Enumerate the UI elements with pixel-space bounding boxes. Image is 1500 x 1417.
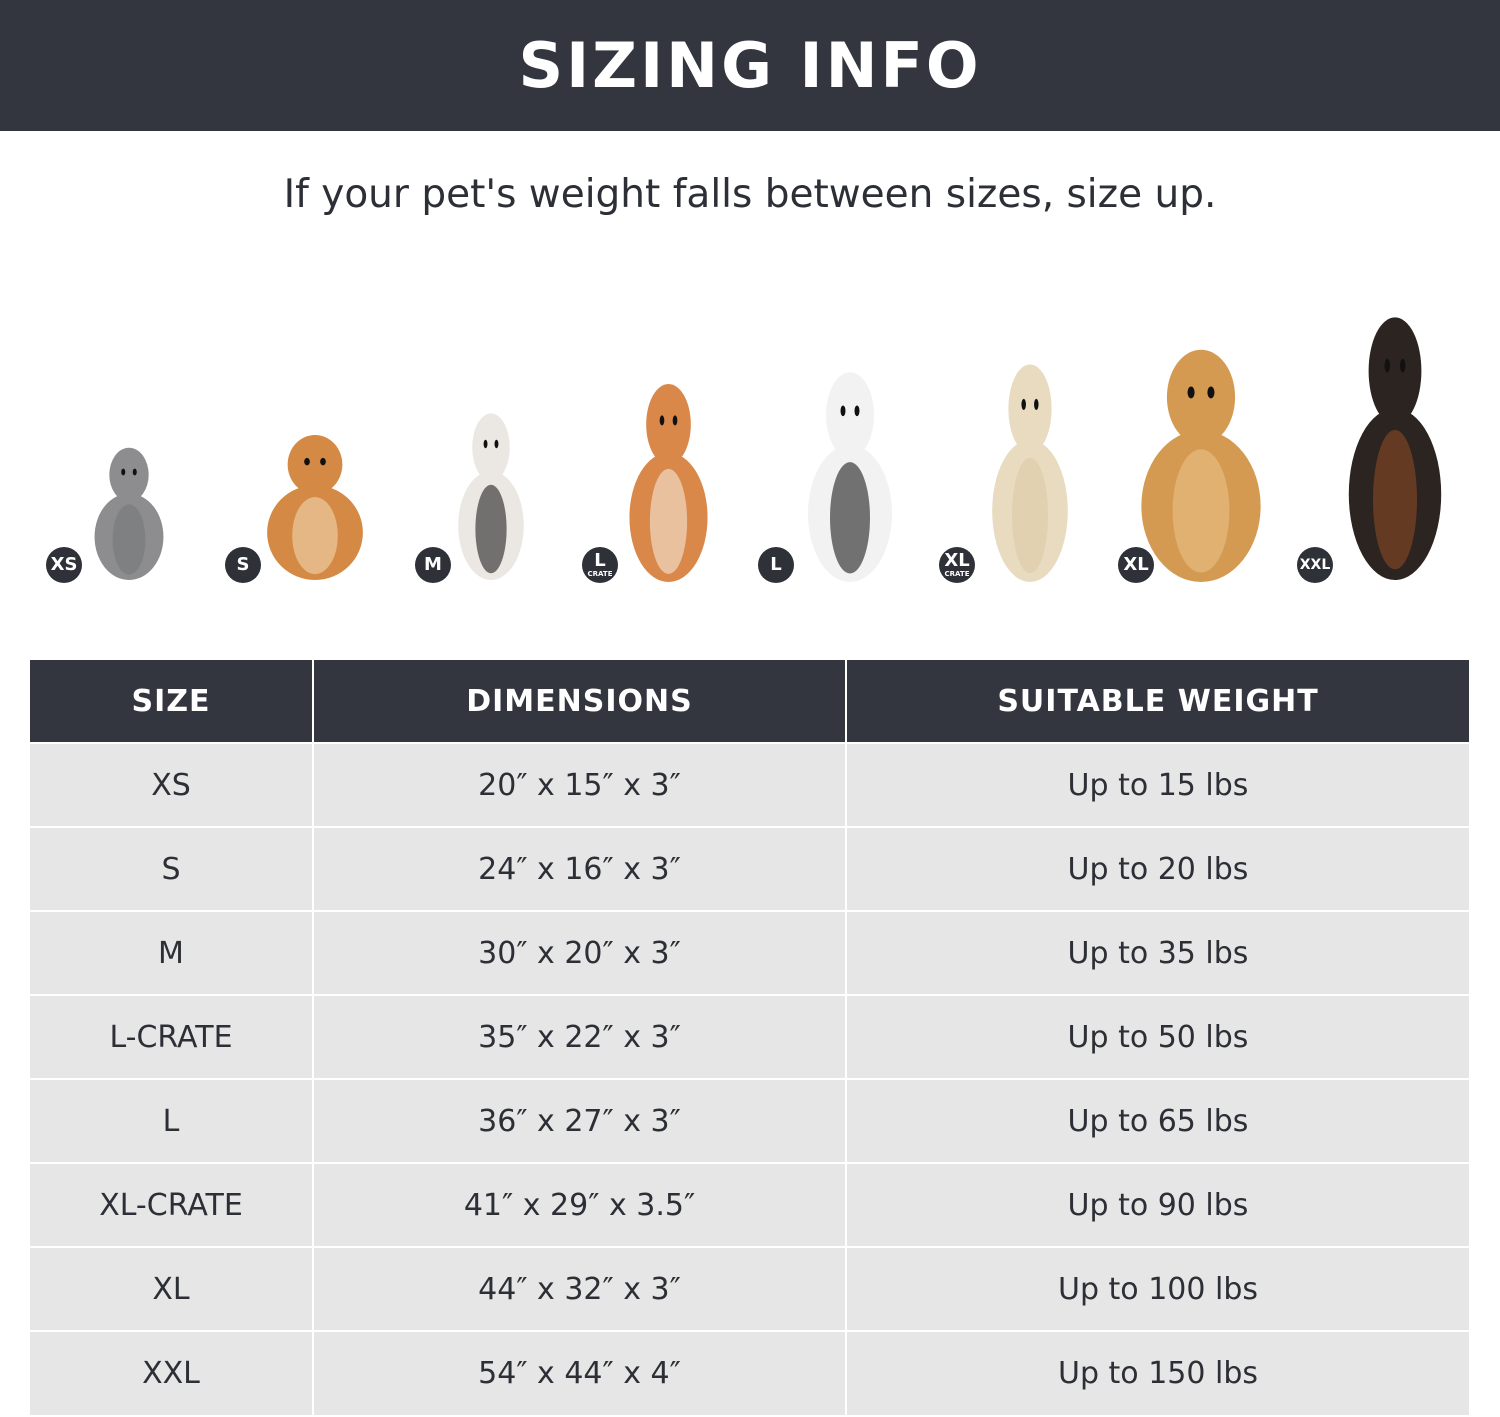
size-badge: M [415, 547, 451, 583]
cell-weight: Up to 100 lbs [845, 1246, 1469, 1331]
table-row: XS 20″ x 15″ x 3″ Up to 15 lbs [30, 742, 1469, 827]
table-row: L 36″ x 27″ x 3″ Up to 65 lbs [30, 1078, 1469, 1163]
doberman-icon [1340, 312, 1450, 580]
cell-size: XXL [30, 1330, 313, 1415]
badge-label: XS [50, 554, 78, 575]
title-banner: SIZING INFO [0, 0, 1500, 131]
cell-weight: Up to 15 lbs [845, 742, 1469, 827]
cell-weight: Up to 90 lbs [845, 1162, 1469, 1247]
subtitle: If your pet's weight falls between sizes… [283, 172, 1217, 217]
cell-dimensions: 30″ x 20″ x 3″ [312, 910, 846, 995]
badge-label: S [236, 554, 250, 575]
badge-label: XXL [1299, 557, 1331, 573]
cat-icon [88, 445, 170, 580]
badge-label: XL [1123, 554, 1149, 575]
badge-sublabel: CRATE [944, 570, 970, 578]
cell-size: XL-CRATE [30, 1162, 313, 1247]
cell-size: L [30, 1078, 313, 1163]
cell-dimensions: 24″ x 16″ x 3″ [312, 826, 846, 911]
table-row: XL 44″ x 32″ x 3″ Up to 100 lbs [30, 1246, 1469, 1331]
size-badge: L [758, 547, 794, 583]
page-title: SIZING INFO [518, 29, 982, 102]
labrador-icon [985, 360, 1075, 582]
size-badge: XS [46, 547, 82, 583]
header-dimensions: DIMENSIONS [312, 660, 846, 743]
french-bulldog-icon [452, 410, 530, 580]
table-row: XL-CRATE 41″ x 29″ x 3.5″ Up to 90 lbs [30, 1162, 1469, 1247]
table-row: M 30″ x 20″ x 3″ Up to 35 lbs [30, 910, 1469, 995]
cell-dimensions: 54″ x 44″ x 4″ [312, 1330, 846, 1415]
size-badge: XXL [1297, 547, 1333, 583]
border-collie-icon [800, 368, 900, 582]
badge-label: M [424, 554, 442, 575]
size-table: SIZE DIMENSIONS SUITABLE WEIGHT XS 20″ x … [30, 660, 1469, 1415]
cell-dimensions: 41″ x 29″ x 3.5″ [312, 1162, 846, 1247]
table-row: L-CRATE 35″ x 22″ x 3″ Up to 50 lbs [30, 994, 1469, 1079]
size-badge: L CRATE [582, 547, 618, 583]
table-header-row: SIZE DIMENSIONS SUITABLE WEIGHT [30, 660, 1469, 743]
header-weight: SUITABLE WEIGHT [845, 660, 1469, 743]
cell-dimensions: 35″ x 22″ x 3″ [312, 994, 846, 1079]
cell-weight: Up to 65 lbs [845, 1078, 1469, 1163]
shiba-inu-icon [622, 380, 715, 582]
cell-weight: Up to 50 lbs [845, 994, 1469, 1079]
golden-retriever-icon [1130, 345, 1272, 582]
badge-label: L [770, 554, 782, 575]
cell-dimensions: 20″ x 15″ x 3″ [312, 742, 846, 827]
pomeranian-icon [258, 432, 372, 580]
cell-size: S [30, 826, 313, 911]
table-row: XXL 54″ x 44″ x 4″ Up to 150 lbs [30, 1330, 1469, 1415]
cell-size: L-CRATE [30, 994, 313, 1079]
cell-size: XL [30, 1246, 313, 1331]
cell-weight: Up to 150 lbs [845, 1330, 1469, 1415]
header-size: SIZE [30, 660, 313, 743]
cell-weight: Up to 35 lbs [845, 910, 1469, 995]
table-row: S 24″ x 16″ x 3″ Up to 20 lbs [30, 826, 1469, 911]
size-badge: XL CRATE [939, 547, 975, 583]
cell-dimensions: 36″ x 27″ x 3″ [312, 1078, 846, 1163]
badge-sublabel: CRATE [587, 570, 613, 578]
size-badge: XL [1118, 547, 1154, 583]
cell-size: XS [30, 742, 313, 827]
badge-label: XL [944, 550, 970, 571]
size-badge: S [225, 547, 261, 583]
cell-dimensions: 44″ x 32″ x 3″ [312, 1246, 846, 1331]
cell-size: M [30, 910, 313, 995]
badge-label: L [594, 550, 606, 571]
cell-weight: Up to 20 lbs [845, 826, 1469, 911]
